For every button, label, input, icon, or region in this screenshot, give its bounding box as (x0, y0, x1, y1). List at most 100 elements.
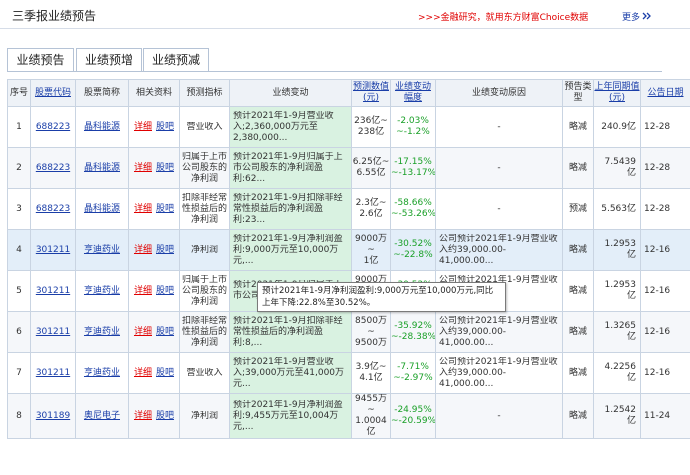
change-reason: 公司预计2021年1-9月营业收入约39,000.00-41,000.00... (435, 229, 563, 271)
forecast-type: 预减 (562, 188, 594, 230)
row-seq: 7 (7, 352, 31, 394)
change-reason: - (435, 147, 563, 189)
stock-forum-link[interactable]: 股吧 (156, 121, 175, 132)
stock-name-link[interactable]: 亨迪药业 (83, 326, 120, 337)
change-reason: - (435, 188, 563, 230)
announce-date: 12-28 (640, 106, 690, 148)
stock-name-link[interactable]: 亨迪药业 (83, 285, 120, 296)
announce-date: 11-24 (640, 393, 690, 439)
table-row: 7 301211 亨迪药业 详细 股吧 营业收入 预计2021年1-9月营业收入;39,00… (7, 352, 690, 394)
forecast-value: 9455万~ 1.0004亿 (351, 393, 391, 439)
forecast-change-cell[interactable]: 预计2021年1-9月营业收入;39,000万元至41,000万元... (229, 352, 352, 394)
table-row: 8 301189 奥尼电子 详细 股吧 净利润 预计2021年1-9月净利润盈利:9,455… (7, 393, 690, 439)
stock-code-link[interactable]: 301211 (35, 367, 71, 378)
page-title: 三季报业绩预告 (12, 9, 97, 23)
row-seq: 1 (7, 106, 31, 148)
stock-forum-link[interactable]: 股吧 (156, 285, 175, 296)
change-range: -30.52%~-22.8% (390, 229, 436, 271)
forecast-type: 略减 (562, 270, 594, 312)
double-chevron-right-icon (642, 12, 651, 20)
stock-name-link[interactable]: 晶科能源 (83, 121, 120, 132)
stock-name-link[interactable]: 亨迪药业 (83, 244, 120, 255)
tab-forecast-decrease[interactable]: 业绩预减 (143, 48, 209, 71)
row-seq: 3 (7, 188, 31, 230)
header-forecast-value[interactable]: 预测数值(元) (351, 79, 391, 107)
detail-link[interactable]: 详细 (133, 326, 152, 337)
change-reason: 公司预计2021年1-9月营业收入约39,000.00-41,000.00... (435, 311, 563, 353)
more-link[interactable]: 更多 (622, 10, 652, 23)
change-range: -7.71% ~-2.97% (390, 352, 436, 394)
forecast-change-cell[interactable]: 预计2021年1-9月扣除非经常性损益后的净利润盈利:23... (229, 188, 352, 230)
forecast-indicator: 营业收入 (179, 352, 230, 394)
stock-forum-link[interactable]: 股吧 (156, 203, 175, 214)
header-date[interactable]: 公告日期 (640, 79, 690, 107)
forecast-change-cell[interactable]: 预计2021年1-9月营业收入;2,360,000万元至2,380,000... (229, 106, 352, 148)
row-seq: 8 (7, 393, 31, 439)
announce-date: 12-16 (640, 229, 690, 271)
change-reason: - (435, 393, 563, 439)
change-range: -35.92% ~-28.38% (390, 311, 436, 353)
stock-forum-link[interactable]: 股吧 (156, 244, 175, 255)
detail-link[interactable]: 详细 (133, 367, 152, 378)
last-year-value: 1.2953亿 (593, 229, 641, 271)
forecast-type: 略减 (562, 352, 594, 394)
change-reason: 公司预计2021年1-9月营业收入约39,000.00-41,000.00... (435, 352, 563, 394)
header-reason: 业绩变动原因 (435, 79, 563, 107)
change-range: -2.03% ~-1.2% (390, 106, 436, 148)
announce-date: 12-16 (640, 352, 690, 394)
stock-code-link[interactable]: 301211 (35, 326, 71, 337)
tab-forecast[interactable]: 业绩预告 (7, 48, 74, 72)
stock-code-link[interactable]: 688223 (35, 121, 71, 132)
detail-link[interactable]: 详细 (133, 244, 152, 255)
stock-code-link[interactable]: 301211 (35, 285, 71, 296)
header-change: 业绩变动 (229, 79, 352, 107)
forecast-change-cell[interactable]: 预计2021年1-9月净利润盈利:9,000万元至10,000万元,... (229, 229, 352, 271)
forecast-change-cell[interactable]: 预计2021年1-9月扣除非经常性损益后的净利润盈利:8,... (229, 311, 352, 353)
stock-code-link[interactable]: 688223 (35, 162, 71, 173)
stock-code-link[interactable]: 688223 (35, 203, 71, 214)
forecast-type: 略减 (562, 106, 594, 148)
header-code[interactable]: 股票代码 (30, 79, 76, 107)
last-year-value: 1.3265亿 (593, 311, 641, 353)
table-row: 6 301211 亨迪药业 详细 股吧 扣除非经常性损益后的净利润 预计2021年1-9月扣… (7, 311, 690, 353)
last-year-value: 240.9亿 (593, 106, 641, 148)
detail-link[interactable]: 详细 (133, 121, 152, 132)
detail-link[interactable]: 详细 (133, 203, 152, 214)
detail-link[interactable]: 详细 (133, 285, 152, 296)
stock-forum-link[interactable]: 股吧 (156, 162, 175, 173)
forecast-type: 略减 (562, 147, 594, 189)
forecast-indicator: 扣除非经常性损益后的净利润 (179, 311, 230, 353)
row-seq: 6 (7, 311, 31, 353)
detail-link[interactable]: 详细 (133, 162, 152, 173)
choice-promo-link[interactable]: >>>金融研究，就用东方财富Choice数据 (418, 13, 589, 23)
forecast-value: 8500万~ 9500万 (351, 311, 391, 353)
stock-forum-link[interactable]: 股吧 (156, 367, 175, 378)
stock-name-link[interactable]: 亨迪药业 (83, 367, 120, 378)
header-last-year[interactable]: 上年同期值(元) (593, 79, 641, 107)
stock-forum-link[interactable]: 股吧 (156, 326, 175, 337)
forecast-value: 2.3亿~ 2.6亿 (351, 188, 391, 230)
forecast-value: 3.9亿~ 4.1亿 (351, 352, 391, 394)
row-seq: 5 (7, 270, 31, 312)
announce-date: 12-16 (640, 270, 690, 312)
forecast-indicator: 扣除非经常性损益后的净利润 (179, 188, 230, 230)
tab-forecast-increase[interactable]: 业绩预增 (76, 48, 142, 71)
stock-forum-link[interactable]: 股吧 (156, 410, 175, 421)
stock-name-link[interactable]: 晶科能源 (83, 162, 120, 173)
change-range: -24.95% ~-20.59% (390, 393, 436, 439)
stock-name-link[interactable]: 奥尼电子 (83, 410, 120, 421)
forecast-change-cell[interactable]: 预计2021年1-9月净利润盈利:9,455万元至10,004万元,... (229, 393, 352, 439)
stock-code-link[interactable]: 301189 (35, 410, 71, 421)
stock-code-link[interactable]: 301211 (35, 244, 71, 255)
forecast-table: 序号 股票代码 股票简称 相关资料 预测指标 业绩变动 预测数值(元) 业绩变动… (7, 79, 690, 439)
header-change-range[interactable]: 业绩变动幅度 (390, 79, 436, 107)
last-year-value: 1.2542亿 (593, 393, 641, 439)
header-name: 股票简称 (75, 79, 129, 107)
change-range: -58.66% ~-53.26% (390, 188, 436, 230)
row-seq: 2 (7, 147, 31, 189)
announce-date: 12-28 (640, 188, 690, 230)
forecast-indicator: 营业收入 (179, 106, 230, 148)
detail-link[interactable]: 详细 (133, 410, 152, 421)
stock-name-link[interactable]: 晶科能源 (83, 203, 120, 214)
forecast-change-cell[interactable]: 预计2021年1-9月归属于上市公司股东的净利润盈利:62... (229, 147, 352, 189)
